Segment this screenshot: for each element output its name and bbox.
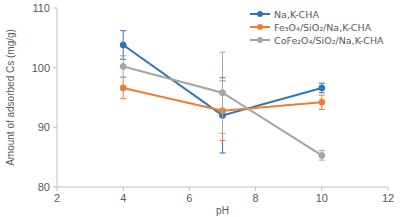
error-bar	[319, 95, 325, 109]
x-tick	[123, 187, 124, 191]
marker	[120, 85, 126, 91]
legend-label: CoFe₂O₄/SiO₂/Na,K-CHA	[274, 35, 384, 46]
x-axis-title: pH	[216, 205, 229, 216]
error-bar	[120, 31, 126, 60]
series	[120, 31, 325, 153]
marker	[319, 99, 325, 105]
y-tick	[53, 67, 57, 68]
x-tick	[189, 187, 190, 191]
y-tick	[53, 8, 57, 9]
y-axis-title: Amount of adsorbed Cs (mg/g)	[5, 29, 16, 166]
marker	[319, 85, 325, 91]
x-axis	[57, 187, 388, 188]
y-tick-label: 80	[38, 181, 50, 193]
marker	[220, 90, 226, 96]
error-bar	[120, 77, 126, 98]
x-tick	[57, 187, 58, 191]
error-bar	[319, 83, 325, 93]
series	[120, 52, 325, 160]
marker	[120, 63, 126, 69]
y-tick	[53, 127, 57, 128]
legend-marker	[257, 24, 263, 30]
x-tick	[321, 187, 322, 191]
error-bar	[319, 151, 325, 161]
chart: 80 90 100 110 2 4 6 8 10 12 pH Amount of adsorbed C…	[0, 0, 400, 217]
marker	[120, 42, 126, 48]
y-tick	[53, 187, 57, 188]
legend-label: Fe₃O₄/SiO₂/Na,K-CHA	[274, 22, 372, 33]
x-tick-label: 8	[253, 192, 259, 204]
legend: Na,K-CHA Fe₃O₄/SiO₂/Na,K-CHA CoFe₂O₄/SiO₂/…	[250, 9, 384, 46]
x-tick-label: 4	[120, 192, 126, 204]
x-tick-label: 2	[54, 192, 60, 204]
x-tick-label: 12	[382, 192, 394, 204]
x-tick	[255, 187, 256, 191]
y-axis	[57, 8, 58, 187]
y-tick-label: 110	[32, 2, 50, 14]
legend-marker	[257, 37, 263, 43]
x-tick	[388, 187, 389, 191]
error-bar	[220, 52, 226, 133]
y-tick-label: 90	[38, 121, 50, 133]
y-tick-label: 100	[32, 62, 50, 74]
series-line	[123, 66, 322, 155]
error-bar	[120, 56, 126, 77]
plot-area	[120, 31, 325, 160]
x-tick-label: 6	[186, 192, 192, 204]
x-tick-label: 10	[316, 192, 328, 204]
legend-label: Na,K-CHA	[274, 9, 319, 20]
legend-marker	[257, 11, 263, 17]
marker	[319, 152, 325, 158]
